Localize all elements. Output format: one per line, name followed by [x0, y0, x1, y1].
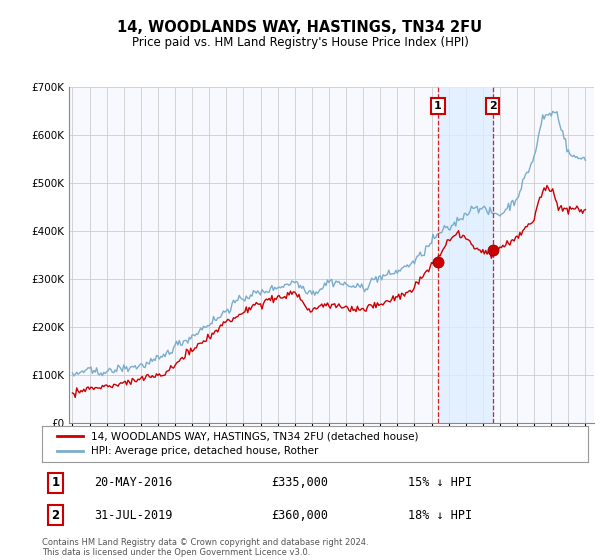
- Text: Price paid vs. HM Land Registry's House Price Index (HPI): Price paid vs. HM Land Registry's House …: [131, 36, 469, 49]
- Bar: [438, 87, 493, 423]
- Legend: 14, WOODLANDS WAY, HASTINGS, TN34 2FU (detached house), HPI: Average price, deta: 14, WOODLANDS WAY, HASTINGS, TN34 2FU (d…: [53, 427, 423, 460]
- Text: 2: 2: [489, 101, 497, 111]
- Text: 31-JUL-2019: 31-JUL-2019: [94, 508, 172, 521]
- Text: 15% ↓ HPI: 15% ↓ HPI: [408, 477, 472, 489]
- Text: 2: 2: [52, 508, 60, 521]
- Text: £360,000: £360,000: [271, 508, 328, 521]
- Text: Contains HM Land Registry data © Crown copyright and database right 2024.
This d: Contains HM Land Registry data © Crown c…: [42, 538, 368, 557]
- Text: 14, WOODLANDS WAY, HASTINGS, TN34 2FU: 14, WOODLANDS WAY, HASTINGS, TN34 2FU: [118, 20, 482, 35]
- Text: 1: 1: [52, 477, 60, 489]
- Text: 20-MAY-2016: 20-MAY-2016: [94, 477, 172, 489]
- Text: 1: 1: [434, 101, 442, 111]
- Text: 18% ↓ HPI: 18% ↓ HPI: [408, 508, 472, 521]
- Text: £335,000: £335,000: [271, 477, 328, 489]
